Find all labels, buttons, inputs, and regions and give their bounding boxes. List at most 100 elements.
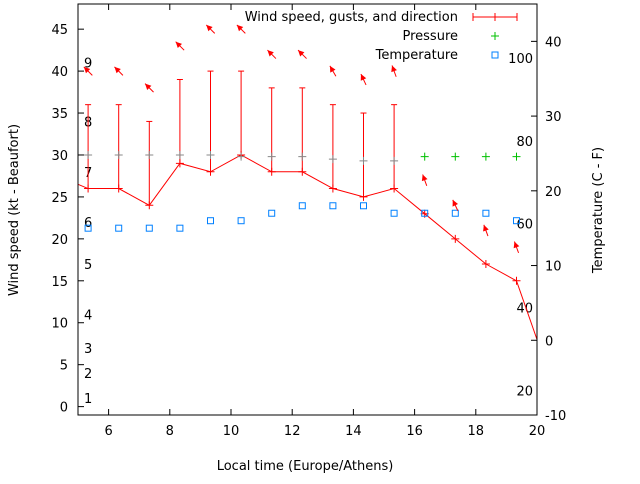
- x-tick-label: 12: [284, 424, 301, 439]
- wind-direction-arrowhead: [145, 83, 152, 90]
- temperature-point: [176, 224, 184, 232]
- pressure-point: [114, 150, 123, 159]
- pressure-point: [237, 152, 246, 161]
- legend-label-temperature: Temperature: [375, 48, 458, 63]
- x-tick-label: 6: [104, 424, 112, 439]
- wind-point: [145, 201, 154, 210]
- temperature-point: [84, 224, 92, 232]
- plot-frame: [77, 3, 538, 416]
- fahrenheit-label: 60: [516, 218, 533, 233]
- pressure-point: [84, 150, 93, 159]
- y-tick-label: 15: [51, 275, 68, 290]
- wind-point: [359, 192, 368, 201]
- temperature-point: [512, 217, 520, 225]
- beaufort-label: 2: [84, 367, 92, 382]
- x-tick-label: 18: [468, 424, 485, 439]
- y-tick-label: 45: [51, 23, 68, 38]
- pressure-point: [206, 150, 215, 159]
- fahrenheit-label: 20: [516, 384, 533, 399]
- y2-tick-label: 10: [545, 260, 562, 275]
- pressure-point: [298, 152, 307, 161]
- wind-direction-arrowhead: [513, 241, 520, 249]
- x-tick-label: 10: [223, 424, 240, 439]
- pressure-point: [451, 152, 460, 161]
- y-axis-label: Wind speed (kt - Beaufort): [7, 124, 22, 296]
- temperature-point: [451, 209, 459, 217]
- pressure-point: [175, 150, 184, 159]
- y-tick-label: 30: [51, 149, 68, 164]
- temperature-point: [421, 209, 429, 217]
- y-tick-label: 20: [51, 233, 68, 248]
- fahrenheit-label: 80: [516, 135, 533, 150]
- wind-direction-arrowhead: [267, 50, 274, 57]
- x-axis-label: Local time (Europe/Athens): [217, 459, 394, 474]
- wind-direction-arrowhead: [452, 199, 459, 207]
- legend-label-wind: Wind speed, gusts, and direction: [245, 10, 458, 25]
- y-tick-label: 40: [51, 65, 68, 80]
- temperature-point: [359, 202, 367, 210]
- fahrenheit-label: 40: [516, 301, 533, 316]
- temperature-point: [115, 224, 123, 232]
- y2-tick-label: 30: [545, 110, 562, 125]
- wind-direction-arrowhead: [114, 66, 121, 74]
- temperature-point: [237, 217, 245, 225]
- temperature-point: [145, 224, 153, 232]
- y2-tick-label: -10: [545, 409, 566, 424]
- wind-direction-arrowhead: [421, 174, 428, 182]
- y-tick-label: 25: [51, 191, 68, 206]
- beaufort-label: 9: [84, 57, 92, 72]
- wind-point: [298, 167, 307, 176]
- fahrenheit-label: 100: [508, 52, 533, 67]
- pressure-point: [328, 155, 337, 164]
- x-tick-label: 20: [529, 424, 546, 439]
- wind-direction-arrowhead: [83, 66, 91, 74]
- wind-point: [481, 260, 490, 269]
- wind-direction-arrowhead: [329, 65, 336, 73]
- wind-point: [175, 159, 184, 168]
- pressure-point: [267, 152, 276, 161]
- wind-point: [328, 184, 337, 193]
- y2-tick-label: 40: [545, 35, 562, 50]
- wind-point: [512, 276, 521, 285]
- temperature-point: [268, 209, 276, 217]
- y2-tick-label: 0: [545, 334, 553, 349]
- wind-direction-arrowhead: [298, 50, 305, 57]
- wind-point: [451, 234, 460, 243]
- legend-sample-wind: [472, 13, 518, 21]
- legend: Wind speed, gusts, and direction Pressur…: [245, 10, 518, 63]
- wind-direction-arrowhead: [391, 65, 397, 73]
- x-tick-label: 8: [166, 424, 174, 439]
- temperature-point: [482, 209, 490, 217]
- beaufort-label: 4: [84, 308, 92, 323]
- wind-point: [114, 184, 123, 193]
- x-tick-label: 16: [406, 424, 423, 439]
- beaufort-label: 5: [84, 258, 92, 273]
- wind-direction-arrowhead: [236, 24, 244, 32]
- beaufort-label: 6: [84, 216, 92, 231]
- temperature-point: [206, 217, 214, 225]
- temperature-point: [298, 202, 306, 210]
- legend-sample-pressure: [491, 32, 499, 40]
- pressure-point: [420, 152, 429, 161]
- wind-speed-line: [77, 154, 538, 340]
- wind-direction-arrowhead: [206, 24, 213, 32]
- pressure-point: [390, 156, 399, 165]
- wind-direction-arrowhead: [175, 41, 183, 49]
- x-tick-label: 14: [345, 424, 362, 439]
- temperature-point: [329, 202, 337, 210]
- temperature-point: [390, 209, 398, 217]
- y-tick-label: 0: [60, 401, 68, 416]
- wind-direction-arrowhead: [483, 224, 489, 232]
- pressure-point: [481, 152, 490, 161]
- y-tick-label: 35: [51, 107, 68, 122]
- beaufort-label: 3: [84, 342, 92, 357]
- wind-direction-arrowhead: [360, 74, 367, 81]
- y2-tick-label: 20: [545, 185, 562, 200]
- y-tick-label: 5: [60, 359, 68, 374]
- pressure-point: [359, 156, 368, 165]
- y-tick-label: 10: [51, 317, 68, 332]
- y2-axis-label: Temperature (C - F): [591, 147, 606, 274]
- legend-label-pressure: Pressure: [402, 29, 458, 44]
- legend-sample-temperature: [491, 51, 499, 59]
